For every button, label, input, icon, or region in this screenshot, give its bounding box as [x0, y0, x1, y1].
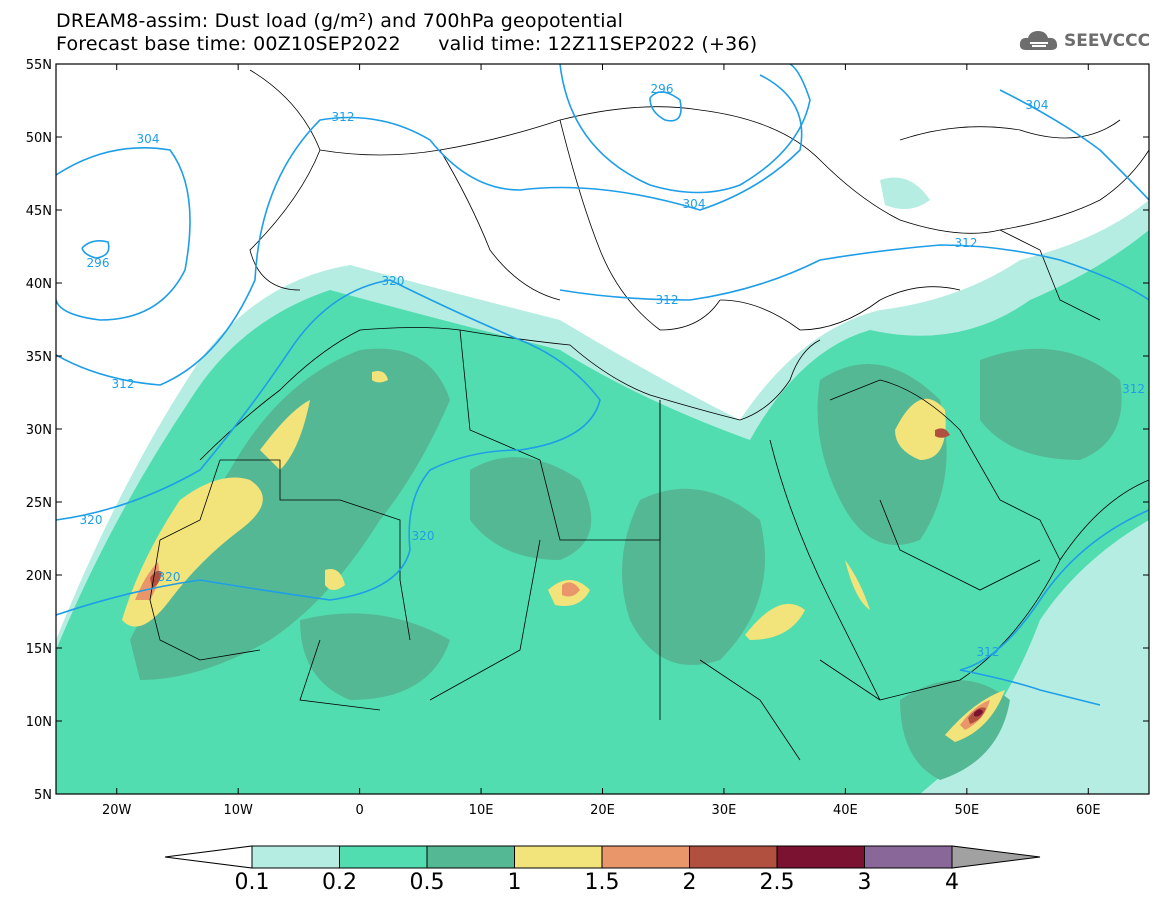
colorbar-tick-label: 1: [507, 870, 522, 895]
geopotential-contours: [56, 64, 1149, 706]
colorbar-tick-label: 0.1: [234, 870, 270, 895]
logo-text: SEEVCCC: [1064, 31, 1151, 51]
contour-label: 304: [683, 197, 706, 211]
latitude-tick-label: 30N: [26, 423, 52, 438]
country-borders: [149, 69, 1149, 761]
contour-label: 320: [412, 529, 435, 543]
colorbar-upper-arrow: [951, 845, 1041, 869]
seevccc-logo: SEEVCCC: [1018, 26, 1150, 56]
colorbar-tick-label: 1.5: [584, 870, 620, 895]
latitude-tick-label: 55N: [26, 58, 52, 73]
contour-label: 312: [1122, 382, 1145, 396]
longitude-tick-label: 10E: [469, 803, 494, 818]
longitude-tick-label: 40E: [833, 803, 858, 818]
colorbar-segment: [601, 845, 690, 869]
colorbar-segment: [251, 845, 340, 869]
contour-label: 320: [158, 570, 181, 584]
map-title-line2: Forecast base time: 00Z10SEP2022 valid t…: [56, 33, 758, 55]
dust-field: 304 312 296 304 296 304 312 312 320 320 …: [56, 64, 1149, 794]
latitude-tick-label: 5N: [34, 788, 52, 803]
colorbar-segment: [864, 845, 953, 869]
contour-label: 320: [80, 513, 103, 527]
colorbar-segment: [339, 845, 428, 869]
contour-label: 312: [332, 110, 355, 124]
colorbar-tick-label: 0.2: [322, 870, 357, 895]
colorbar-segment: [776, 845, 865, 869]
contour-label: 312: [112, 377, 135, 391]
longitude-tick-label: 60E: [1076, 803, 1101, 818]
contour-label: 312: [955, 236, 978, 250]
latitude-tick-label: 40N: [26, 277, 52, 292]
latitude-axis: 55N 50N 45N 40N 35N 30N 25N 20N 15N 10N 5N: [26, 58, 1149, 803]
longitude-tick-label: 20W: [102, 803, 132, 818]
longitude-tick-label: 50E: [954, 803, 979, 818]
latitude-tick-label: 20N: [26, 569, 52, 584]
colorbar-tick-label: 3: [857, 870, 872, 895]
contour-label: 296: [651, 82, 674, 96]
colorbar-tick-label: 2: [682, 870, 697, 895]
latitude-tick-label: 10N: [26, 715, 52, 730]
contour-label: 304: [137, 132, 160, 146]
colorbar-segment: [426, 845, 515, 869]
contour-label: 296: [87, 256, 110, 270]
colorbar-tick-label: 2.5: [759, 870, 795, 895]
colorbar-segment: [689, 845, 778, 869]
cloud-icon: [1019, 31, 1058, 50]
longitude-tick-label: 0: [355, 803, 363, 818]
contour-label: 312: [656, 293, 679, 307]
longitude-tick-label: 10W: [223, 803, 253, 818]
contour-labels: 304 312 296 304 296 304 312 312 320 320 …: [80, 82, 1145, 659]
colorbar-lower-arrow: [164, 845, 253, 869]
contour-label: 320: [382, 274, 405, 288]
map-title-line1: DREAM8-assim: Dust load (g/m²) and 700hP…: [56, 10, 624, 32]
colorbar-segment: [514, 845, 603, 869]
latitude-tick-label: 45N: [26, 204, 52, 219]
longitude-axis: 20W 10W 0 10E 20E 30E 40E 50E 60E: [102, 64, 1101, 818]
colorbar: [164, 845, 1041, 869]
contour-label: 304: [1026, 98, 1049, 112]
latitude-tick-label: 50N: [26, 131, 52, 146]
latitude-tick-label: 25N: [26, 496, 52, 511]
longitude-tick-label: 30E: [712, 803, 737, 818]
latitude-tick-label: 15N: [26, 642, 52, 657]
latitude-tick-label: 35N: [26, 350, 52, 365]
contour-label: 312: [977, 645, 1000, 659]
colorbar-tick-label: 0.5: [409, 870, 445, 895]
longitude-tick-label: 20E: [590, 803, 615, 818]
colorbar-tick-label: 4: [945, 870, 959, 895]
